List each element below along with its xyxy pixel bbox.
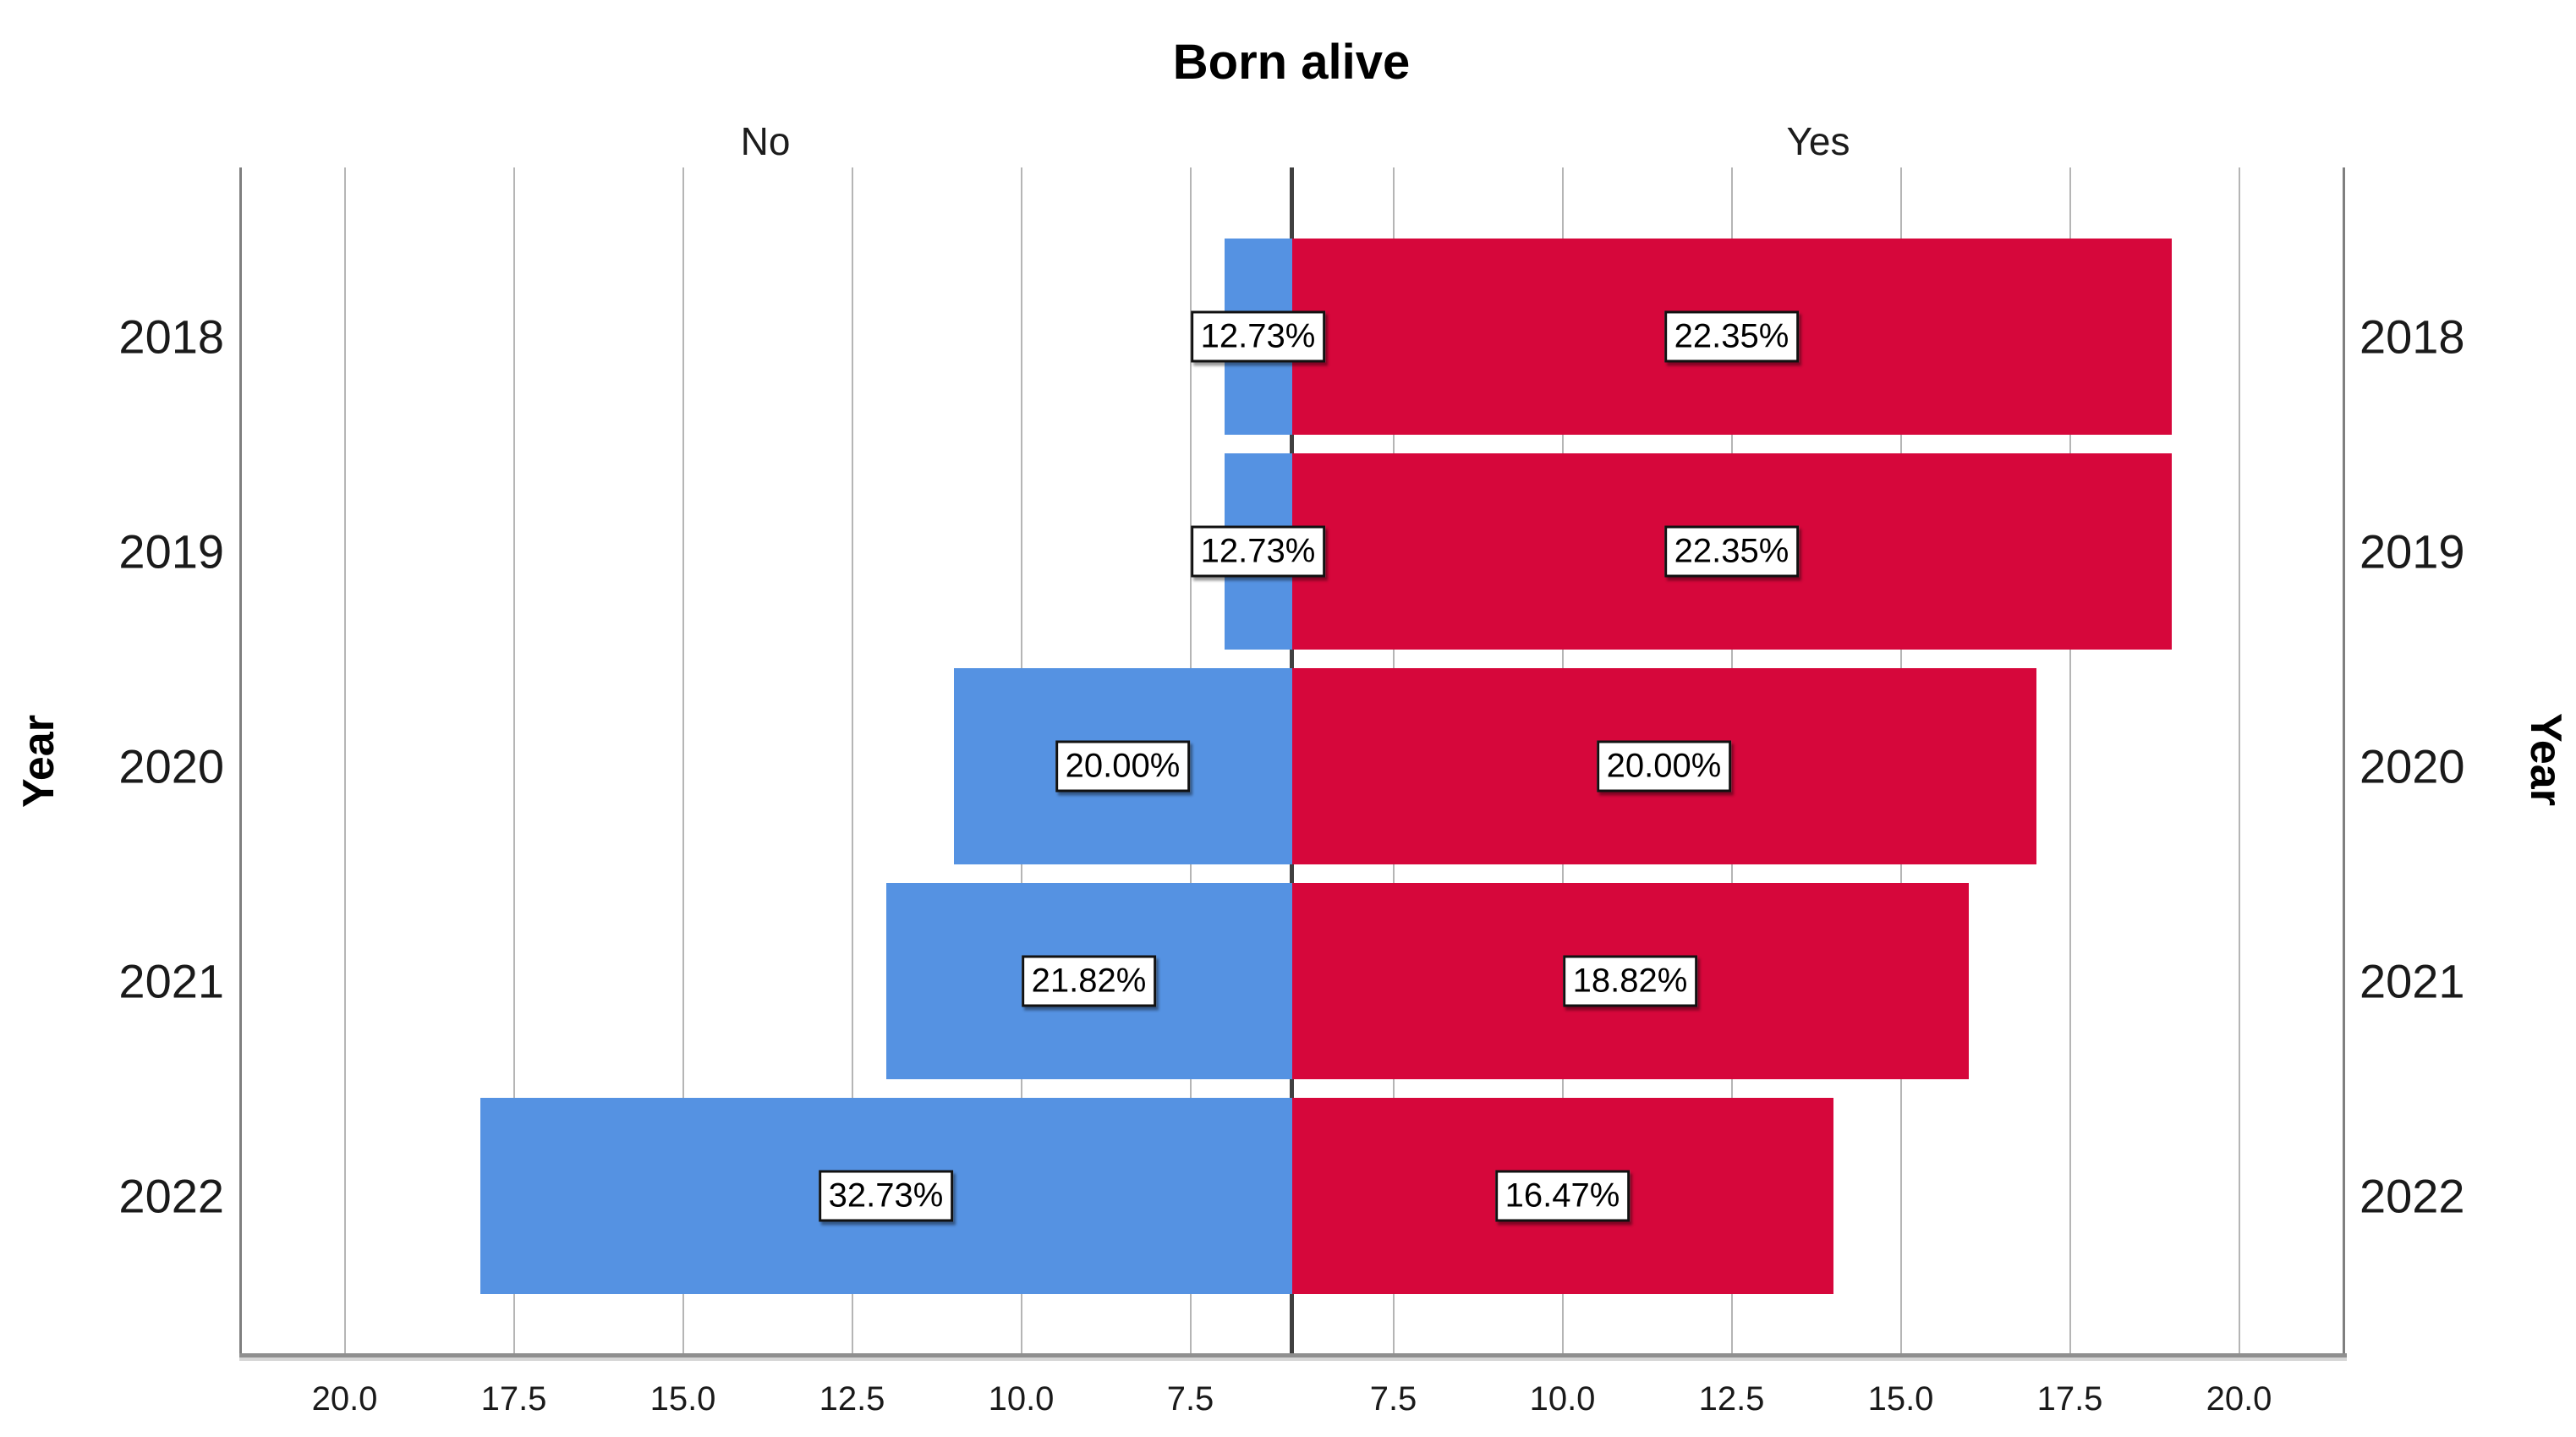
bar-label-no-2018: 12.73% <box>1190 310 1326 363</box>
bar-label-no-2019: 12.73% <box>1190 525 1326 578</box>
y-tick-label-left-2018: 2018 <box>118 310 224 364</box>
x-tick-label: 7.5 <box>1166 1380 1214 1418</box>
gridline <box>2238 167 2240 1353</box>
x-tick-label: 7.5 <box>1369 1380 1417 1418</box>
x-tick-label: 20.0 <box>311 1380 378 1418</box>
x-tick-label: 20.0 <box>2206 1380 2272 1418</box>
y-tick-label-left-2022: 2022 <box>118 1169 224 1223</box>
x-tick-label: 10.0 <box>1529 1380 1596 1418</box>
panel-label-no: No <box>740 119 791 163</box>
gridline <box>2069 167 2071 1353</box>
gridline <box>851 167 853 1353</box>
x-tick-label: 17.5 <box>2036 1380 2103 1418</box>
panel-label-yes: Yes <box>1786 119 1850 163</box>
gridline <box>512 167 515 1353</box>
gridline <box>682 167 684 1353</box>
y-tick-label-right-2021: 2021 <box>2360 954 2465 1008</box>
y-axis-title-right: Year <box>2521 713 2570 806</box>
bar-label-yes-2021: 18.82% <box>1562 955 1698 1007</box>
x-tick-label: 15.0 <box>649 1380 716 1418</box>
y-tick-label-right-2019: 2019 <box>2360 524 2465 579</box>
y-axis-title-left: Year <box>14 715 63 808</box>
bar-label-yes-2018: 22.35% <box>1663 310 1800 363</box>
x-tick-label: 17.5 <box>480 1380 547 1418</box>
y-tick-label-right-2020: 2020 <box>2360 739 2465 793</box>
bar-label-no-2022: 32.73% <box>818 1170 954 1222</box>
y-tick-label-left-2021: 2021 <box>118 954 224 1008</box>
y-tick-label-right-2018: 2018 <box>2360 310 2465 364</box>
x-tick-label: 12.5 <box>1698 1380 1765 1418</box>
gridline <box>343 167 346 1353</box>
x-tick-label: 10.0 <box>988 1380 1055 1418</box>
x-axis-line-shade <box>239 1357 2347 1361</box>
bar-label-yes-2020: 20.00% <box>1596 740 1732 793</box>
y-tick-label-right-2022: 2022 <box>2360 1169 2465 1223</box>
x-tick-label: 15.0 <box>1867 1380 1934 1418</box>
bar-label-yes-2022: 16.47% <box>1494 1170 1631 1222</box>
bar-label-no-2021: 21.82% <box>1021 955 1157 1007</box>
plot-frame-right <box>2343 167 2345 1353</box>
y-tick-label-left-2019: 2019 <box>118 524 224 579</box>
plot-frame-left <box>239 167 242 1353</box>
x-tick-label: 12.5 <box>819 1380 885 1418</box>
bar-label-yes-2019: 22.35% <box>1663 525 1800 578</box>
bar-label-no-2020: 20.00% <box>1055 740 1191 793</box>
chart-title: Born alive <box>1172 35 1411 90</box>
x-axis-line <box>239 1353 2347 1357</box>
y-tick-label-left-2020: 2020 <box>118 739 224 793</box>
